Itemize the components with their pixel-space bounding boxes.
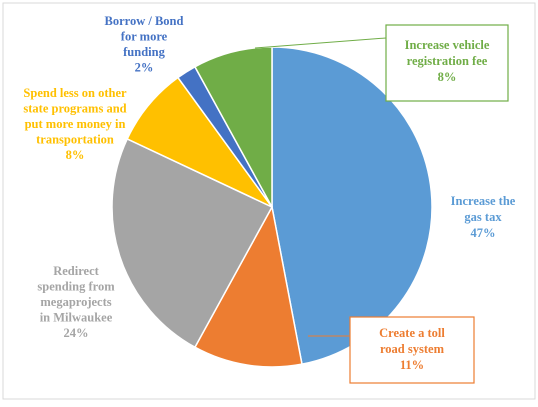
slice-toll-road [193,204,303,368]
slice-redirect-megaprojects-label-line: Redirect [53,264,99,278]
slice-spend-less-value: 8% [66,148,85,162]
slice-toll-road-label-line: Create a toll [379,326,445,340]
slice-toll-road-label-box [349,316,475,384]
slice-vehicle-registration-label-line: registration fee [407,54,488,68]
slice-borrow-bond-value: 2% [135,61,154,75]
slice-spend-less-label: Spend less on other state programs and put… [23,86,127,162]
slice-redirect-megaprojects-label-line: megaprojects [40,295,111,309]
slice-vehicle-registration-value: 8% [438,70,457,84]
slice-toll-road-label-line: road system [380,342,445,356]
slice-redirect-megaprojects-label-line: in Milwaukee [40,311,113,325]
slice-borrow-bond-label: Borrow / Bond for more funding 2% [105,14,184,75]
slice-spend-less-label-line: transportation [36,133,114,147]
slice-borrow-bond-label-line: funding [123,45,165,59]
slice-redirect-megaprojects [111,137,274,349]
slice-gas-tax-label-line: Increase the [451,194,516,208]
slice-borrow-bond-label-line: for more [121,30,168,44]
slice-vehicle-registration-leader-line [254,37,387,49]
slice-spend-less-label-line: state programs and [23,102,126,116]
slice-toll-road-value: 11% [400,358,424,372]
slice-vehicle-registration-label-line: Increase vehicle [405,38,490,52]
slice-spend-less-label-line: Spend less on other [23,86,127,100]
slice-redirect-megaprojects-label-line: spending from [37,280,115,294]
slice-gas-tax-value: 47% [471,226,496,240]
slice-redirect-megaprojects-value: 24% [64,326,89,340]
slice-borrow-bond-label-line: Borrow / Bond [105,14,184,28]
slice-vehicle-registration-label: Increase vehicle registration fee 8% [405,38,490,84]
slice-gas-tax-label: Increase the gas tax 47% [451,194,516,240]
slice-toll-road-label: Create a toll road system 11% [379,326,445,372]
slice-gas-tax-label-line: gas tax [464,210,502,224]
slice-vehicle-registration-label-box [385,24,509,102]
slice-spend-less-label-line: put more money in [25,117,126,131]
slice-redirect-megaprojects-label: Redirect spending from megaprojects in Milw… [37,264,115,340]
